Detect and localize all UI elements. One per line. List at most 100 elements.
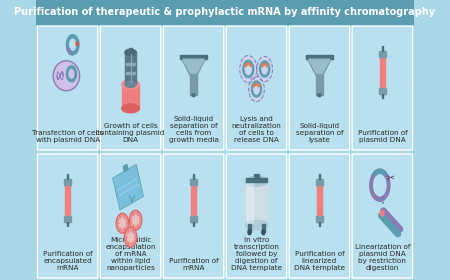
FancyBboxPatch shape	[37, 154, 98, 278]
Bar	[193, 222, 194, 226]
Circle shape	[127, 232, 134, 242]
Circle shape	[381, 210, 384, 216]
FancyBboxPatch shape	[352, 154, 413, 278]
Bar	[125, 52, 136, 84]
Circle shape	[248, 76, 264, 102]
Circle shape	[124, 227, 137, 247]
Text: Transfection of cells
with plasmid DNA: Transfection of cells with plasmid DNA	[32, 130, 104, 143]
Bar	[180, 55, 207, 59]
Bar	[36, 0, 414, 24]
Bar	[193, 176, 194, 179]
Circle shape	[257, 57, 273, 81]
Circle shape	[262, 230, 265, 235]
Wedge shape	[245, 63, 252, 67]
Circle shape	[248, 230, 251, 235]
Ellipse shape	[318, 94, 321, 97]
Text: Purification of
plasmid DNA: Purification of plasmid DNA	[358, 130, 407, 143]
FancyBboxPatch shape	[226, 26, 287, 150]
Circle shape	[129, 210, 142, 230]
Bar	[319, 176, 320, 179]
Text: Solid-liquid
separation of
cells from
growth media: Solid-liquid separation of cells from gr…	[169, 116, 218, 143]
Bar	[379, 52, 385, 94]
Bar	[126, 72, 135, 74]
FancyBboxPatch shape	[100, 154, 161, 278]
Text: In vitro
transcription
followed by
digestion of
DNA template: In vitro transcription followed by diges…	[231, 237, 282, 271]
Polygon shape	[123, 164, 128, 171]
Wedge shape	[243, 60, 254, 78]
Circle shape	[116, 213, 129, 233]
Wedge shape	[252, 81, 261, 97]
Wedge shape	[67, 66, 76, 82]
Text: Purification of
mRNA: Purification of mRNA	[169, 258, 218, 271]
Circle shape	[119, 218, 126, 228]
Bar	[262, 224, 265, 232]
Bar	[315, 179, 323, 185]
Bar	[122, 84, 140, 108]
Wedge shape	[260, 61, 270, 77]
Bar	[190, 74, 197, 95]
Wedge shape	[253, 83, 260, 87]
FancyBboxPatch shape	[163, 154, 224, 278]
Wedge shape	[67, 35, 79, 55]
Bar	[193, 174, 194, 176]
Bar	[245, 181, 268, 225]
Bar	[382, 48, 383, 51]
Bar	[382, 94, 383, 98]
FancyBboxPatch shape	[163, 26, 224, 150]
Bar	[316, 180, 322, 222]
Bar	[378, 51, 386, 57]
Bar	[315, 216, 323, 222]
Ellipse shape	[192, 94, 195, 97]
Bar	[319, 174, 320, 176]
Bar	[67, 222, 68, 226]
Polygon shape	[112, 164, 144, 210]
Bar	[319, 222, 320, 226]
Polygon shape	[183, 59, 204, 73]
Bar	[382, 46, 383, 48]
Polygon shape	[306, 56, 333, 75]
Polygon shape	[309, 59, 330, 73]
FancyBboxPatch shape	[37, 26, 98, 150]
Wedge shape	[370, 169, 390, 201]
Ellipse shape	[125, 49, 136, 55]
Bar	[67, 176, 68, 179]
Bar	[247, 178, 266, 182]
Text: Lysis and
neutralization
of cells to
release DNA: Lysis and neutralization of cells to rel…	[232, 116, 281, 143]
Bar	[316, 74, 323, 95]
Bar	[190, 179, 198, 185]
Bar	[129, 48, 132, 52]
Ellipse shape	[245, 220, 268, 230]
Text: Microfluidic
encapsulation
of mRNA
within lipid
nanoparticles: Microfluidic encapsulation of mRNA withi…	[105, 237, 156, 271]
Bar	[64, 179, 72, 185]
FancyBboxPatch shape	[100, 26, 161, 150]
Circle shape	[76, 42, 78, 46]
Bar	[306, 55, 333, 59]
Text: Solid-liquid
separation of
lysate: Solid-liquid separation of lysate	[296, 123, 343, 143]
Ellipse shape	[245, 176, 268, 186]
Ellipse shape	[125, 81, 136, 87]
Ellipse shape	[53, 61, 80, 91]
Wedge shape	[261, 63, 268, 67]
FancyBboxPatch shape	[289, 154, 350, 278]
Bar	[67, 174, 68, 176]
Text: Purification of
encapsulated
mRNA: Purification of encapsulated mRNA	[43, 251, 92, 271]
FancyBboxPatch shape	[226, 154, 287, 278]
Text: Purification of therapeutic & prophylactic mRNA by affinity chromatography: Purification of therapeutic & prophylact…	[14, 7, 436, 17]
Bar	[64, 216, 72, 222]
Text: Growth of cells
containing plasmid
DNA: Growth of cells containing plasmid DNA	[96, 123, 165, 143]
Circle shape	[240, 55, 257, 83]
Polygon shape	[180, 56, 207, 75]
Ellipse shape	[122, 104, 140, 113]
Wedge shape	[67, 47, 73, 55]
Bar	[254, 174, 259, 178]
Bar	[190, 216, 198, 222]
Wedge shape	[374, 169, 386, 176]
Bar	[248, 224, 251, 232]
Bar	[191, 180, 196, 222]
Bar	[65, 180, 71, 222]
Bar	[247, 183, 253, 223]
Circle shape	[132, 215, 139, 225]
FancyBboxPatch shape	[352, 26, 413, 150]
Text: Purification of
linearized
DNA template: Purification of linearized DNA template	[294, 251, 345, 271]
Bar	[126, 63, 135, 65]
